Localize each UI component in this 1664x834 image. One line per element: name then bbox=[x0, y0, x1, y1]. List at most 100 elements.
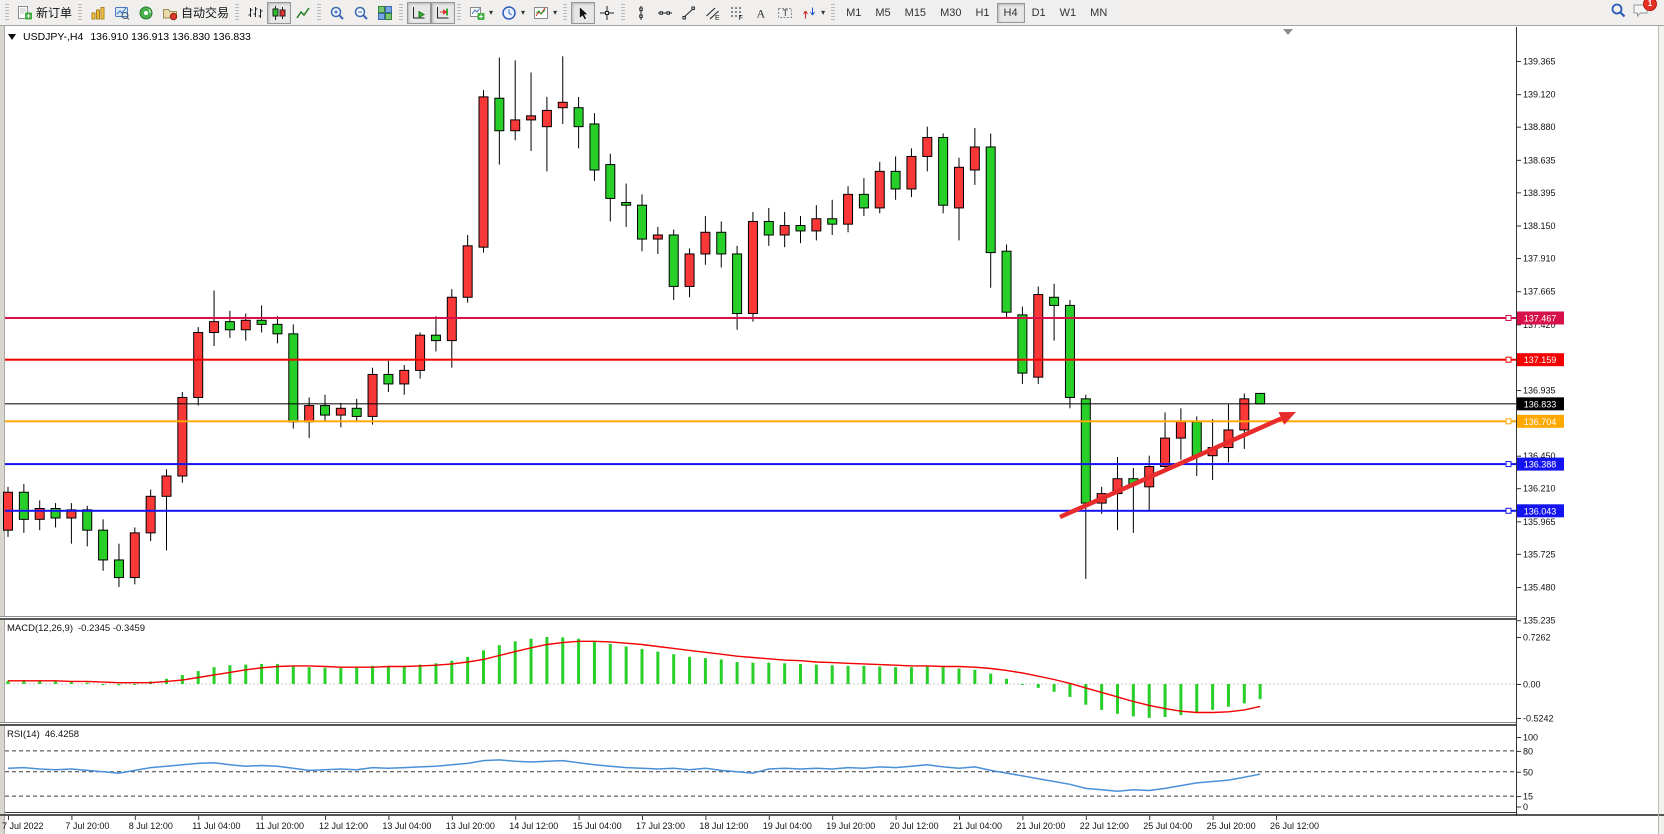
vertical-line-button[interactable] bbox=[629, 2, 653, 24]
market-watch-button[interactable] bbox=[86, 2, 110, 24]
zoom-out-button[interactable] bbox=[349, 2, 373, 24]
search-button[interactable] bbox=[1610, 2, 1626, 23]
macd-bar bbox=[402, 665, 406, 684]
price-tick-label: 137.665 bbox=[1523, 287, 1556, 297]
toolbar-group-separator[interactable] bbox=[831, 3, 836, 22]
tf-mn-label: MN bbox=[1090, 6, 1108, 19]
crosshair-button[interactable] bbox=[595, 2, 619, 24]
chevron-down-icon[interactable]: ▾ bbox=[553, 8, 558, 17]
toolbar-group-separator[interactable] bbox=[621, 3, 626, 22]
macd-bar bbox=[228, 665, 232, 684]
price-level-line[interactable] bbox=[5, 358, 1516, 361]
current-price-line[interactable] bbox=[5, 403, 1516, 405]
channel-button[interactable]: E bbox=[701, 2, 725, 24]
pane-separators[interactable] bbox=[0, 616, 1664, 816]
price-tick bbox=[1517, 61, 1521, 62]
chart-shift-button[interactable] bbox=[431, 1, 456, 24]
bar-chart-button[interactable] bbox=[243, 2, 267, 24]
toolbar-group-separator[interactable] bbox=[78, 3, 83, 22]
line-chart-button[interactable] bbox=[291, 2, 315, 24]
new-order-button[interactable]: 新订单 bbox=[13, 2, 76, 24]
macd-bar bbox=[275, 663, 279, 684]
price-level-line[interactable] bbox=[5, 420, 1516, 423]
macd-pane: 0.7262 0.00 -0.5242 bbox=[5, 633, 1554, 723]
price-level-badge-label: 136.043 bbox=[1524, 506, 1557, 516]
price-level-line[interactable] bbox=[5, 316, 1516, 319]
new-chart-button[interactable]: ▾ bbox=[465, 2, 497, 24]
rsi-axis-label: 0 bbox=[1523, 802, 1528, 812]
level-handle[interactable] bbox=[1505, 507, 1512, 514]
auto-scroll-button[interactable] bbox=[407, 1, 432, 24]
tf-m15[interactable]: M15 bbox=[897, 2, 934, 23]
tf-w1[interactable]: W1 bbox=[1052, 2, 1084, 23]
tf-m5[interactable]: M5 bbox=[868, 2, 898, 23]
cursor-button[interactable] bbox=[571, 1, 596, 24]
notifications-button[interactable]: 1 bbox=[1632, 0, 1657, 23]
price-tick-label: 139.365 bbox=[1523, 57, 1556, 67]
toolbar-group-separator[interactable] bbox=[5, 3, 9, 22]
candle bbox=[668, 234, 679, 287]
level-handle[interactable] bbox=[1505, 418, 1512, 425]
toolbar-group-separator[interactable] bbox=[399, 3, 404, 22]
price-level-line[interactable] bbox=[5, 463, 1516, 466]
templates-button[interactable]: ▾ bbox=[529, 2, 561, 24]
price-axis[interactable]: 139.365 139.120 138.880 138.635 138.395 138.1… bbox=[1516, 27, 1659, 816]
chart3d-icon bbox=[90, 5, 106, 21]
tf-h4[interactable]: H4 bbox=[996, 2, 1025, 23]
toolbar-group-separator[interactable] bbox=[317, 3, 322, 22]
chart-ohlc-values: 136.910 136.913 136.830 136.833 bbox=[90, 31, 251, 43]
price-tick-label: 137.420 bbox=[1523, 320, 1556, 330]
candle bbox=[18, 491, 29, 520]
chevron-down-icon[interactable]: ▾ bbox=[521, 8, 526, 17]
level-handle[interactable] bbox=[1505, 356, 1512, 363]
rsi-line bbox=[7, 759, 1261, 792]
tf-d1[interactable]: D1 bbox=[1024, 2, 1053, 23]
time-axis[interactable]: 7 Jul 2022 7 Jul 20:00 8 Jul 12:00 11 Jul 0… bbox=[2, 816, 1319, 831]
tf-m30[interactable]: M30 bbox=[933, 2, 969, 23]
trendline-button[interactable] bbox=[677, 2, 701, 24]
periods-button[interactable]: ▾ bbox=[497, 2, 529, 24]
macd-bar bbox=[355, 667, 359, 684]
one-click-trading-toggle-icon[interactable] bbox=[8, 34, 16, 44]
tile-windows-button[interactable] bbox=[373, 2, 397, 24]
tf-m1[interactable]: M1 bbox=[839, 2, 869, 23]
price-level-badge-label: 137.467 bbox=[1524, 313, 1557, 323]
candle bbox=[811, 218, 822, 232]
chart-shift-marker[interactable] bbox=[1283, 29, 1293, 35]
tf-mn[interactable]: MN bbox=[1083, 2, 1115, 23]
vline-icon bbox=[633, 5, 649, 21]
arrows-button[interactable]: ▾ bbox=[797, 2, 829, 24]
candle bbox=[351, 407, 362, 417]
strategy-tester-button[interactable] bbox=[110, 2, 134, 24]
price-level-line[interactable] bbox=[5, 509, 1516, 512]
zoom-in-button[interactable] bbox=[325, 2, 349, 24]
horizontal-line-button[interactable] bbox=[653, 2, 677, 24]
tf-h1[interactable]: H1 bbox=[968, 2, 997, 23]
candlestick-button[interactable] bbox=[267, 1, 292, 24]
macd-bar bbox=[735, 662, 739, 684]
text-label-button[interactable]: T bbox=[773, 2, 797, 24]
navigator-button[interactable] bbox=[134, 2, 158, 24]
chevron-down-icon[interactable]: ▾ bbox=[821, 8, 826, 17]
indicators-icon bbox=[533, 5, 549, 21]
time-tick bbox=[388, 816, 390, 820]
candle bbox=[272, 323, 283, 335]
auto-trading-button[interactable]: 自动交易 bbox=[158, 2, 233, 24]
toolbar-right-group: 1 bbox=[1610, 0, 1664, 23]
time-tick bbox=[325, 816, 326, 820]
price-level-badge bbox=[1517, 457, 1564, 471]
macd-values: -0.2345 -0.3459 bbox=[78, 623, 146, 634]
level-handle[interactable] bbox=[1505, 314, 1512, 321]
toolbar-group-separator[interactable] bbox=[457, 3, 462, 22]
fibonacci-button[interactable]: F bbox=[725, 2, 749, 24]
time-tick bbox=[8, 816, 9, 820]
level-handle[interactable] bbox=[1505, 461, 1512, 468]
price-tick bbox=[1517, 126, 1521, 128]
text-button[interactable]: A bbox=[749, 2, 773, 24]
candle bbox=[430, 334, 441, 342]
toolbar-group-separator[interactable] bbox=[235, 3, 240, 22]
chevron-down-icon[interactable]: ▾ bbox=[489, 8, 494, 17]
toolbar-group-separator[interactable] bbox=[563, 3, 568, 22]
candle bbox=[1001, 250, 1012, 313]
trend-arrow[interactable] bbox=[1059, 412, 1296, 520]
